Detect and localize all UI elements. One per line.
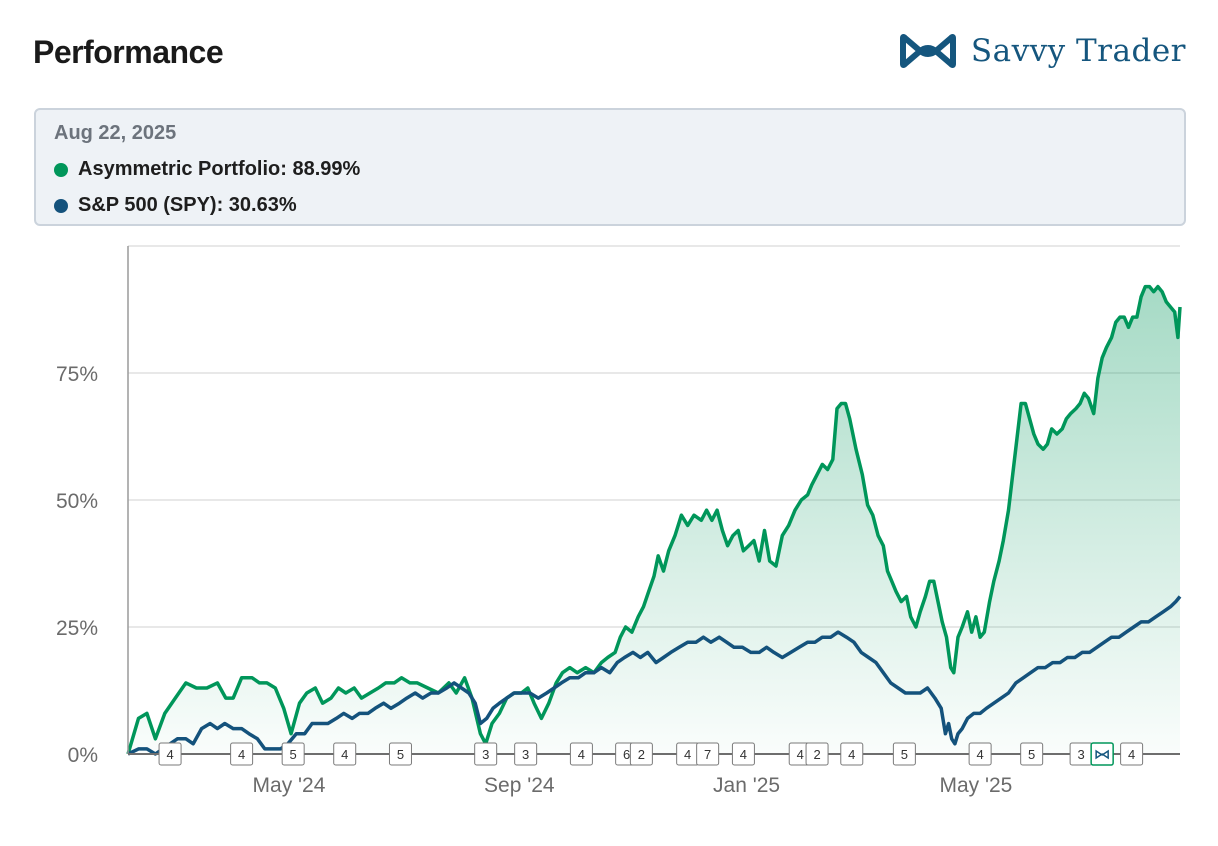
trade-marker-box: [281, 742, 305, 766]
trade-marker-label: 5: [290, 747, 297, 762]
trade-marker-label: 7: [704, 747, 711, 762]
trade-marker-label: 4: [166, 747, 173, 762]
brand-name: Savvy Trader: [970, 33, 1186, 69]
trade-marker-label: 5: [901, 747, 908, 762]
tooltip-row-benchmark: S&P 500 (SPY): 30.63%: [54, 194, 297, 217]
trade-marker-box: [1020, 742, 1044, 766]
trade-marker[interactable]: 3: [474, 742, 498, 766]
trade-marker-label: 5: [397, 747, 404, 762]
trade-marker-label: 5: [1028, 747, 1035, 762]
trade-marker[interactable]: 4: [569, 742, 593, 766]
portfolio-legend-dot-icon: [54, 162, 68, 177]
trade-marker[interactable]: 5: [388, 742, 412, 766]
x-tick-label: May '25: [939, 774, 1012, 797]
trade-marker-box: [696, 742, 720, 766]
trade-marker-label: 4: [684, 747, 691, 762]
trade-marker-box: [474, 742, 498, 766]
trade-marker-label: 4: [977, 747, 984, 762]
trade-marker-label: 2: [638, 747, 645, 762]
trade-marker[interactable]: 4: [1120, 742, 1144, 766]
portfolio-area: [128, 286, 1180, 754]
trade-marker[interactable]: 4: [731, 742, 755, 766]
trade-marker-box: [892, 742, 916, 766]
trade-marker-box: [514, 742, 538, 766]
brand[interactable]: Savvy Trader: [899, 32, 1186, 70]
trade-marker[interactable]: 5: [281, 742, 305, 766]
trade-marker[interactable]: 3: [514, 742, 538, 766]
trade-marker-label: 4: [238, 747, 245, 762]
trade-marker[interactable]: 5: [1020, 742, 1044, 766]
trade-marker-label: 3: [522, 747, 529, 762]
tooltip-date: Aug 22, 2025: [54, 122, 177, 144]
y-tick-label: 25%: [56, 617, 98, 640]
trade-marker-box: [731, 742, 755, 766]
x-tick-label: Jan '25: [713, 774, 780, 797]
trade-marker[interactable]: 2: [805, 742, 829, 766]
trade-marker-label: 2: [813, 747, 820, 762]
trade-marker-box: [388, 742, 412, 766]
tooltip-benchmark-value: S&P 500 (SPY): 30.63%: [78, 194, 297, 216]
trade-marker[interactable]: 5: [892, 742, 916, 766]
tooltip-portfolio-value: Asymmetric Portfolio: 88.99%: [78, 158, 361, 180]
trade-marker[interactable]: 4: [840, 742, 864, 766]
brand-logo-icon: [1095, 749, 1109, 760]
trade-marker-label: 4: [341, 747, 348, 762]
trade-marker[interactable]: 4: [230, 742, 254, 766]
trade-marker-label: 4: [797, 747, 804, 762]
trade-marker-label: 6: [623, 747, 630, 762]
page-title: Performance: [33, 34, 224, 70]
trade-marker-box: [840, 742, 864, 766]
trade-marker[interactable]: 4: [676, 742, 700, 766]
x-tick-label: Sep '24: [484, 774, 555, 797]
y-tick-label: 0%: [68, 744, 98, 767]
chart-tooltip: Aug 22, 2025 Asymmetric Portfolio: 88.99…: [34, 108, 1186, 226]
trade-marker-box: [333, 742, 357, 766]
trade-marker-box: [158, 742, 182, 766]
trade-marker-box: [968, 742, 992, 766]
benchmark-legend-dot-icon: [54, 198, 68, 213]
trade-marker-label: 4: [578, 747, 585, 762]
trade-marker-box: [1120, 742, 1144, 766]
trade-marker-label: 3: [482, 747, 489, 762]
trade-marker[interactable]: [1090, 742, 1114, 766]
trade-marker[interactable]: 4: [968, 742, 992, 766]
trade-marker[interactable]: 3: [1069, 742, 1093, 766]
portfolio-line[interactable]: [126, 284, 1182, 755]
trade-marker-label: 3: [1077, 747, 1084, 762]
trade-marker[interactable]: 7: [696, 742, 720, 766]
trade-marker-box: [629, 742, 653, 766]
trade-marker-box: [569, 742, 593, 766]
trade-marker-label: 4: [848, 747, 855, 762]
trade-marker-label: 4: [1128, 747, 1135, 762]
trade-marker[interactable]: 4: [333, 742, 357, 766]
trade-marker-box: [805, 742, 829, 766]
benchmark-line[interactable]: [127, 595, 1182, 756]
brand-logo-icon: [899, 34, 956, 68]
trade-marker[interactable]: 4: [158, 742, 182, 766]
trade-marker-box: [230, 742, 254, 766]
x-tick-label: May '24: [253, 774, 326, 797]
tooltip-row-portfolio: Asymmetric Portfolio: 88.99%: [54, 158, 360, 181]
y-tick-label: 75%: [56, 363, 98, 386]
trade-marker[interactable]: 2: [629, 742, 653, 766]
trade-marker-label: 4: [740, 747, 747, 762]
y-tick-label: 50%: [56, 490, 98, 513]
